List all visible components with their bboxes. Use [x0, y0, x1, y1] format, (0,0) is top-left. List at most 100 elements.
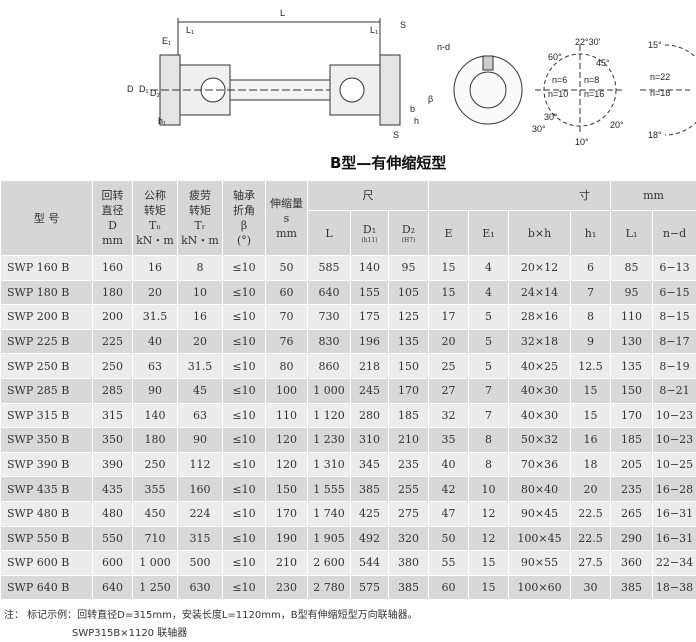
table-cell: 100×45 [508, 525, 571, 552]
table-cell: 160 [92, 255, 133, 281]
svg-text:D: D [127, 84, 134, 94]
svg-text:L₁: L₁ [370, 25, 378, 35]
table-cell: 2 780 [307, 574, 351, 601]
svg-text:18°: 18° [648, 130, 662, 140]
table-cell: 15 [428, 255, 469, 281]
table-cell: 32×18 [508, 328, 571, 355]
table-cell: 28×16 [508, 304, 571, 330]
table-cell: 380 [388, 550, 429, 576]
table-cell: 550 [92, 525, 133, 552]
svg-text:n=16: n=16 [584, 89, 604, 99]
table-cell: 100 [265, 377, 308, 404]
header-L1: L₁ [610, 210, 653, 256]
table-cell: ≤10 [222, 304, 266, 330]
table-cell: 225 [92, 328, 133, 355]
table-cell: 315 [177, 525, 223, 552]
table-cell: 140 [350, 255, 389, 281]
table-cell: 22.5 [570, 500, 611, 527]
table-cell: 170 [388, 377, 429, 404]
table-cell: 5 [468, 304, 509, 330]
table-cell: 22.5 [570, 525, 611, 552]
table-cell: 12 [468, 525, 509, 552]
table-cell: SWP 350 B [0, 427, 93, 453]
table-cell: SWP 550 B [0, 525, 93, 552]
table-cell: 40×30 [508, 377, 571, 404]
table-cell: 255 [388, 476, 429, 502]
table-cell: 830 [307, 328, 351, 355]
table-row: SWP 350 B 350 180 90 ≤10 120 1 230 310 210 35 8 50×… [0, 427, 696, 453]
table-cell: 250 [132, 451, 178, 478]
table-cell: 5 [468, 328, 509, 355]
table-cell: 7 [468, 402, 509, 429]
table-cell: 6−15 [652, 279, 696, 306]
table-cell: 2 600 [307, 550, 351, 576]
table-cell: SWP 225 B [0, 328, 93, 355]
table-cell: 196 [350, 328, 389, 355]
table-cell: 27.5 [570, 550, 611, 576]
table-cell: 15 [468, 550, 509, 576]
table-cell: 265 [610, 500, 653, 527]
table-cell: 70×36 [508, 451, 571, 478]
table-cell: 1 905 [307, 525, 351, 552]
table-cell: 4 [468, 255, 509, 281]
table-cell: 245 [350, 377, 389, 404]
svg-text:h₁: h₁ [158, 116, 166, 126]
table-cell: 50 [265, 255, 308, 281]
header-D1: D₁ (h11) [350, 210, 389, 256]
table-cell: 492 [350, 525, 389, 552]
table-cell: 355 [132, 476, 178, 502]
table-cell: 15 [570, 402, 611, 429]
table-cell: 42 [428, 476, 469, 502]
table-cell: 285 [92, 377, 133, 404]
table-cell: 1 555 [307, 476, 351, 502]
table-cell: 210 [265, 550, 308, 576]
table-row: SWP 250 B 250 63 31.5 ≤10 80 860 218 150 25 5 40×25… [0, 353, 696, 379]
table-cell: 31.5 [177, 353, 223, 379]
table-cell: 205 [610, 451, 653, 478]
header-Ta: 公称 转矩 Tₙ kN・m [132, 180, 178, 256]
table-cell: 730 [307, 304, 351, 330]
bolt-pattern-b [664, 44, 696, 136]
svg-text:n=10: n=10 [548, 89, 568, 99]
table-row: SWP 435 B 435 355 160 ≤10 150 1 555 385 255 42 10 8… [0, 476, 696, 502]
table-cell: 5 [468, 353, 509, 379]
table-cell: 160 [177, 476, 223, 502]
table-cell: ≤10 [222, 500, 266, 527]
table-cell: 1 000 [307, 377, 351, 404]
table-cell: 105 [388, 279, 429, 306]
table-cell: 8 [570, 304, 611, 330]
table-cell: 70 [265, 304, 308, 330]
table-cell: 24×14 [508, 279, 571, 306]
table-cell: 80 [265, 353, 308, 379]
table-row: SWP 550 B 550 710 315 ≤10 190 1 905 492 320 50 12 1… [0, 525, 696, 552]
table-cell: 8−17 [652, 328, 696, 355]
table-cell: SWP 435 B [0, 476, 93, 502]
table-cell: 60 [265, 279, 308, 306]
table-cell: ≤10 [222, 402, 266, 429]
table-cell: 63 [177, 402, 223, 429]
table-cell: ≤10 [222, 451, 266, 478]
table-cell: 8 [177, 255, 223, 281]
table-cell: 95 [388, 255, 429, 281]
table-cell: 350 [92, 427, 133, 453]
svg-text:20°: 20° [610, 120, 624, 130]
table-cell: 480 [92, 500, 133, 527]
table-cell: 90×45 [508, 500, 571, 527]
coupling-drawing: L L₁ L₁ E₁ D D₁ D₂ h₁ S S b h β n-d 22°3… [127, 8, 696, 147]
table-cell: 385 [610, 574, 653, 601]
table-cell: 218 [350, 353, 389, 379]
table-cell: 125 [388, 304, 429, 330]
table-cell: 12.5 [570, 353, 611, 379]
table-cell: 40×25 [508, 353, 571, 379]
table-cell: 10−25 [652, 451, 696, 478]
table-cell: 275 [388, 500, 429, 527]
table-cell: 110 [610, 304, 653, 330]
table-cell: 640 [307, 279, 351, 306]
table-cell: 1 310 [307, 451, 351, 478]
table-cell: 17 [428, 304, 469, 330]
table-cell: 60 [428, 574, 469, 601]
svg-text:D₂: D₂ [150, 88, 160, 98]
svg-text:n=6: n=6 [552, 75, 567, 85]
table-cell: 20 [570, 476, 611, 502]
table-cell: 385 [350, 476, 389, 502]
